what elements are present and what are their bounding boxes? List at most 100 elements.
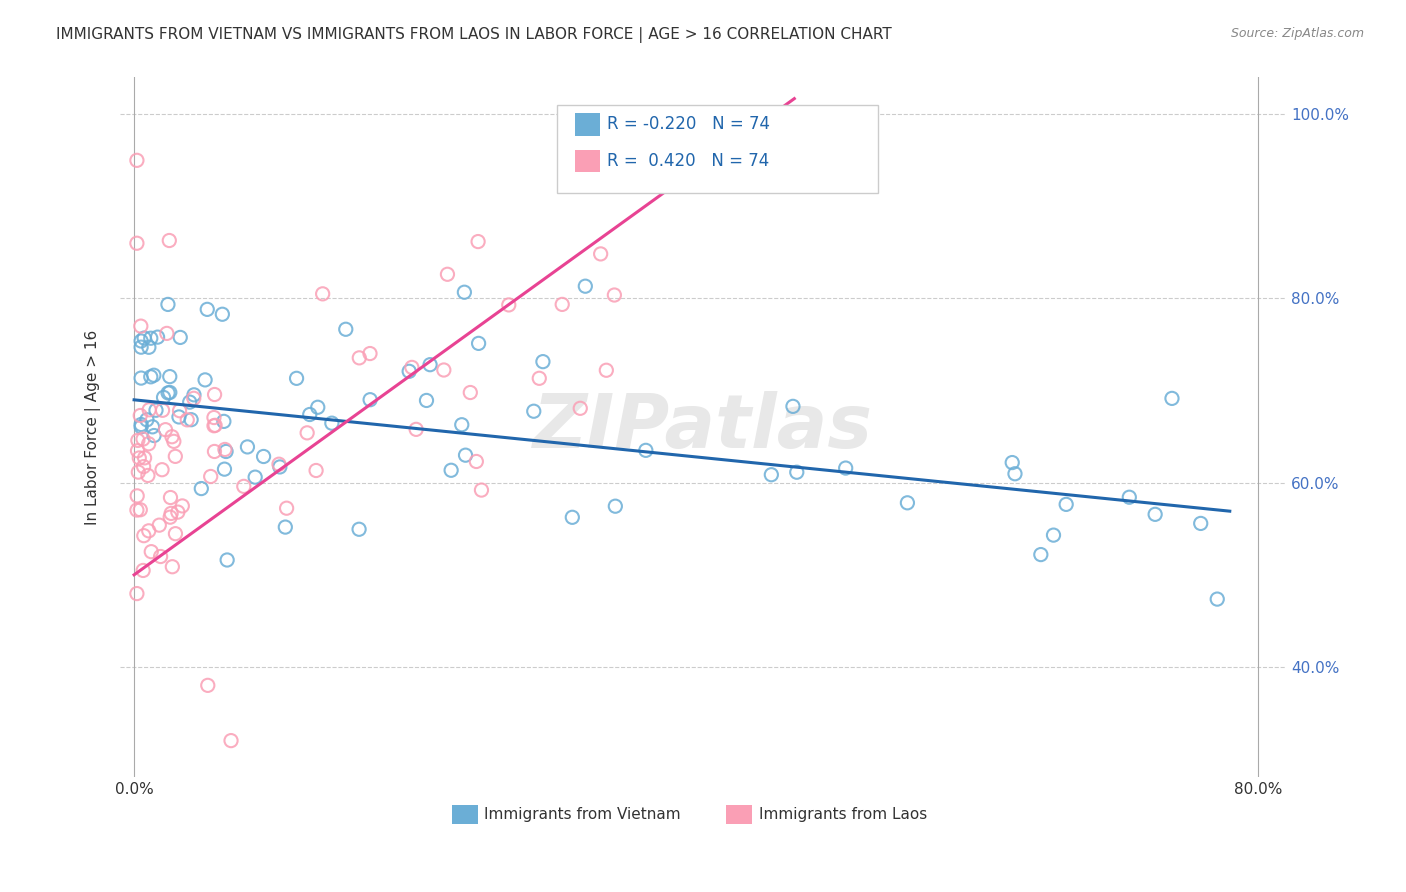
Point <box>143 428 166 442</box>
Point <box>232 479 254 493</box>
Point <box>1042 528 1064 542</box>
Point <box>1189 516 1212 531</box>
Point <box>165 450 187 464</box>
Point <box>169 330 191 344</box>
Point <box>204 444 226 458</box>
Point <box>146 330 169 344</box>
Point <box>453 285 475 300</box>
Point <box>589 247 612 261</box>
Point <box>782 400 804 414</box>
Point <box>440 463 463 477</box>
Point <box>285 371 308 385</box>
Point <box>269 459 291 474</box>
Point <box>129 420 152 434</box>
Point <box>274 520 297 534</box>
Point <box>128 450 150 465</box>
Point <box>211 307 233 321</box>
Text: IMMIGRANTS FROM VIETNAM VS IMMIGRANTS FROM LAOS IN LABOR FORCE | AGE > 16 CORREL: IMMIGRANTS FROM VIETNAM VS IMMIGRANTS FR… <box>56 27 891 43</box>
Point <box>761 467 783 482</box>
Point <box>236 440 259 454</box>
Point <box>349 351 371 365</box>
Point <box>896 496 918 510</box>
Point <box>523 404 546 418</box>
Point <box>454 448 477 462</box>
Point <box>276 501 298 516</box>
Point <box>183 392 205 406</box>
Point <box>148 518 170 533</box>
Point <box>1001 456 1024 470</box>
Point <box>138 436 160 450</box>
Point <box>132 529 155 543</box>
Point <box>470 483 492 497</box>
Point <box>172 499 194 513</box>
Point <box>311 286 333 301</box>
Point <box>465 454 488 468</box>
Point <box>160 507 183 521</box>
Point <box>1144 508 1167 522</box>
Point <box>359 346 381 360</box>
Point <box>217 553 239 567</box>
Point <box>1206 592 1229 607</box>
Point <box>321 416 343 430</box>
Point <box>634 443 657 458</box>
Point <box>127 465 149 479</box>
Point <box>125 236 148 251</box>
Text: Immigrants from Laos: Immigrants from Laos <box>759 807 927 822</box>
Point <box>786 465 808 479</box>
Point <box>197 678 219 692</box>
Point <box>127 443 149 458</box>
Point <box>267 457 290 471</box>
Point <box>136 468 159 483</box>
Point <box>401 360 423 375</box>
Text: Source: ZipAtlas.com: Source: ZipAtlas.com <box>1230 27 1364 40</box>
Point <box>1029 548 1052 562</box>
Point <box>603 288 626 302</box>
Point <box>467 336 489 351</box>
Point <box>252 450 274 464</box>
Point <box>569 401 592 416</box>
Point <box>166 505 188 519</box>
Point <box>157 385 180 400</box>
Point <box>145 403 167 417</box>
Text: Immigrants from Vietnam: Immigrants from Vietnam <box>484 807 681 822</box>
Point <box>307 401 329 415</box>
Point <box>574 279 596 293</box>
Point <box>125 586 148 600</box>
Point <box>214 442 236 457</box>
Point <box>195 302 218 317</box>
Bar <box>575 113 600 136</box>
Point <box>129 502 152 516</box>
Point <box>436 267 458 281</box>
Point <box>160 430 183 444</box>
Point <box>1004 467 1026 481</box>
Point <box>129 371 152 385</box>
Text: ZIPatlas: ZIPatlas <box>533 391 873 464</box>
Point <box>359 392 381 407</box>
Point <box>450 417 472 432</box>
Point <box>834 461 856 475</box>
Point <box>243 470 266 484</box>
Point <box>159 510 181 524</box>
Point <box>219 733 242 747</box>
Point <box>134 331 156 345</box>
Point <box>1118 490 1140 504</box>
Point <box>141 544 163 558</box>
Point <box>149 549 172 564</box>
Point <box>159 369 181 384</box>
Point <box>295 425 318 440</box>
Point <box>467 235 489 249</box>
Point <box>138 340 160 354</box>
Point <box>529 371 551 385</box>
Text: R = -0.220   N = 74: R = -0.220 N = 74 <box>607 115 770 133</box>
Point <box>156 326 179 341</box>
Point <box>152 403 174 417</box>
Point <box>595 363 617 377</box>
Point <box>129 417 152 432</box>
Point <box>139 369 162 384</box>
Point <box>531 354 554 368</box>
Point <box>141 419 163 434</box>
Bar <box>727 805 752 824</box>
Point <box>155 423 177 437</box>
Point <box>1161 392 1184 406</box>
Point <box>335 322 357 336</box>
